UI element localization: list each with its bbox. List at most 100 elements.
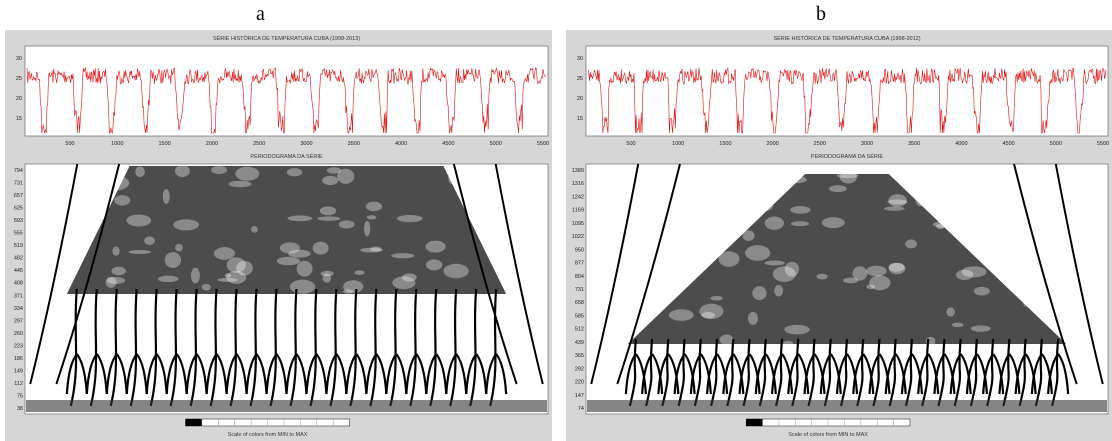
period-tick-label: 1022 — [572, 234, 584, 240]
scalogram-speckle — [951, 322, 964, 328]
period-tick-label: 519 — [14, 243, 23, 249]
scalogram-speckle — [370, 246, 382, 252]
scalogram-speckle — [112, 246, 120, 256]
scalogram-speckle — [251, 225, 258, 233]
period-tick-label: 658 — [575, 300, 584, 306]
series-axes — [585, 45, 1109, 137]
scalogram-branch — [1014, 338, 1037, 407]
scalogram-speckle — [667, 243, 679, 251]
scalogram-speckle — [869, 275, 891, 291]
scalogram-speckle — [866, 284, 876, 290]
scalogram-speckle — [201, 283, 211, 291]
scalogram-speckle — [955, 269, 974, 280]
scalogram-speckle — [288, 249, 311, 258]
scalogram-speckle — [286, 168, 303, 177]
period-tick-label: 149 — [14, 368, 23, 374]
scalogram-branch — [738, 338, 761, 407]
scalogram-speckle — [213, 247, 235, 260]
scalogram-speckle — [688, 178, 702, 185]
scalogram-speckle — [276, 256, 301, 266]
scalogram-speckle — [322, 175, 339, 186]
scalogram-speckle — [173, 219, 200, 231]
scalogram-speckle — [710, 296, 723, 301]
scalogram-speckle — [764, 260, 785, 266]
scalogram-speckle — [128, 249, 151, 254]
scalogram-branch — [705, 338, 729, 407]
period-tick-label: 512 — [575, 327, 584, 333]
scalogram-ridge — [452, 163, 518, 385]
scalogram-branch — [624, 338, 647, 407]
period-tick-label: 334 — [14, 306, 23, 312]
scalogram-speckle — [993, 192, 1014, 207]
period-tick-label: 38 — [17, 406, 23, 412]
temp-tick-label: 15 — [577, 116, 583, 122]
scalogram-branch — [657, 338, 680, 407]
scalogram-branch — [803, 338, 826, 407]
scalogram-branch — [1030, 338, 1053, 407]
scalogram-speckle — [366, 215, 377, 220]
scalogram-speckle — [1020, 288, 1036, 294]
time-tick-label: 500 — [626, 141, 635, 147]
scalogram-speckle — [888, 194, 907, 207]
scalogram-speckle — [287, 215, 313, 222]
scalogram-speckle — [942, 188, 952, 198]
period-tick-label: 585 — [575, 313, 584, 319]
scalogram-speckle — [784, 324, 810, 335]
period-tick-label: 593 — [14, 218, 23, 224]
scalogram-speckle — [228, 180, 252, 188]
scalogram-speckle — [816, 273, 828, 280]
time-tick-label: 3500 — [908, 141, 920, 147]
scalogram-speckle — [401, 273, 417, 282]
scalogram-speckle — [322, 273, 332, 283]
panel: b SÉRIE HISTÓRICA DE TEMPERATURA CUBA (19… — [566, 3, 1112, 441]
scalogram-speckle — [991, 219, 1002, 224]
scalogram-speckle — [364, 220, 371, 237]
time-tick-label: 1000 — [672, 141, 684, 147]
scalogram-floor — [587, 400, 1107, 412]
panel: a SÉRIE HISTÓRICA DE TEMPERATURA CUBA (19… — [5, 3, 552, 441]
scalogram-speckle — [952, 227, 965, 238]
scalogram-speckle — [236, 260, 253, 276]
period-tick-label: 794 — [14, 168, 23, 174]
scalogram-speckle — [946, 307, 956, 317]
time-tick-label: 5500 — [537, 141, 549, 147]
period-tick-label: 625 — [14, 206, 23, 212]
time-tick-label: 2500 — [814, 141, 826, 147]
scalogram-speckle — [162, 188, 170, 204]
period-tick-label: 371 — [14, 293, 23, 299]
scalogram-branch — [900, 338, 924, 407]
period-tick-label: 950 — [575, 247, 584, 253]
colorbar-caption: Scale of colors from MIN to MAX — [788, 432, 868, 438]
scalogram-speckle — [157, 275, 179, 283]
scalogram-speckle — [296, 260, 313, 277]
period-tick-label: 445 — [14, 268, 23, 274]
scalogram-branch — [982, 338, 1005, 407]
scalogram-speckle — [883, 206, 905, 211]
time-tick-label: 2000 — [766, 141, 778, 147]
time-tick-label: 500 — [65, 141, 74, 147]
scalogram-speckle — [718, 251, 740, 267]
scalogram-speckle — [343, 280, 364, 294]
time-tick-label: 2500 — [253, 141, 265, 147]
time-tick-label: 1000 — [111, 141, 123, 147]
colorbar-min — [185, 419, 202, 426]
period-tick-label: 75 — [17, 393, 23, 399]
scalogram-speckle — [338, 220, 355, 229]
scalogram-speckle — [764, 216, 784, 230]
scalogram-speckle — [852, 266, 868, 281]
time-tick-label: 5000 — [1050, 141, 1062, 147]
period-tick-label: 186 — [14, 356, 23, 362]
time-tick-label: 5000 — [490, 141, 502, 147]
scalogram-speckle — [839, 171, 857, 184]
time-tick-label: 4500 — [1002, 141, 1014, 147]
scalogram-speckle — [699, 303, 724, 320]
scalogram-branch — [485, 288, 508, 407]
scalogram-speckle — [354, 270, 365, 276]
scalogram-branch — [998, 338, 1021, 407]
period-tick-label: 657 — [14, 193, 23, 199]
scalogram-speckle — [391, 253, 415, 259]
period-tick-label: 1095 — [572, 221, 584, 227]
scalogram-ridge — [29, 163, 79, 385]
period-tick-label: 1389 — [572, 168, 584, 174]
period-tick-label: 482 — [14, 256, 23, 262]
